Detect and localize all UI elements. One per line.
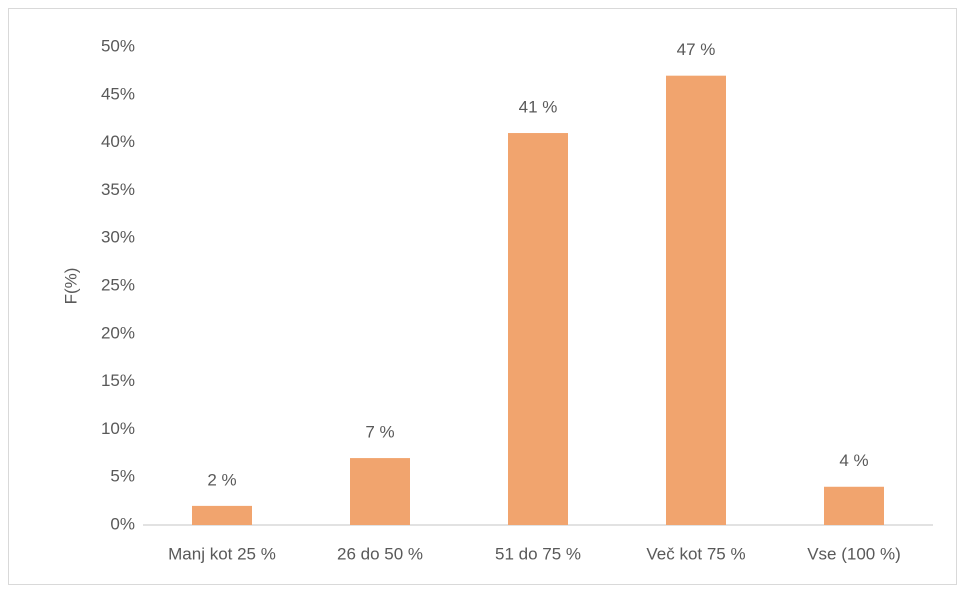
bar <box>666 75 726 526</box>
y-tick-label: 0% <box>110 514 135 533</box>
data-label: 41 % <box>519 98 558 117</box>
bar <box>192 505 252 525</box>
x-tick-label: Več kot 75 % <box>646 544 745 563</box>
y-tick-label: 40% <box>101 132 135 151</box>
y-tick-label: 20% <box>101 323 135 342</box>
data-label: 47 % <box>677 40 716 59</box>
y-tick-label: 10% <box>101 419 135 438</box>
data-label: 4 % <box>839 451 868 470</box>
y-tick-label: 50% <box>101 36 135 55</box>
y-tick-label: 25% <box>101 275 135 294</box>
x-tick-label: Vse (100 %) <box>807 544 901 563</box>
bar <box>824 486 884 525</box>
y-tick-label: 15% <box>101 371 135 390</box>
y-axis-label: F(%) <box>61 268 80 305</box>
y-tick-label: 5% <box>110 467 135 486</box>
data-label: 2 % <box>207 470 236 489</box>
x-tick-label: Manj kot 25 % <box>168 544 276 563</box>
chart-border <box>8 8 957 585</box>
x-tick-label: 51 do 75 % <box>495 544 581 563</box>
y-tick-label: 45% <box>101 84 135 103</box>
bar <box>350 458 410 525</box>
y-tick-label: 30% <box>101 228 135 247</box>
bar <box>508 133 568 526</box>
y-tick-label: 35% <box>101 180 135 199</box>
data-label: 7 % <box>365 423 394 442</box>
x-tick-label: 26 do 50 % <box>337 544 423 563</box>
